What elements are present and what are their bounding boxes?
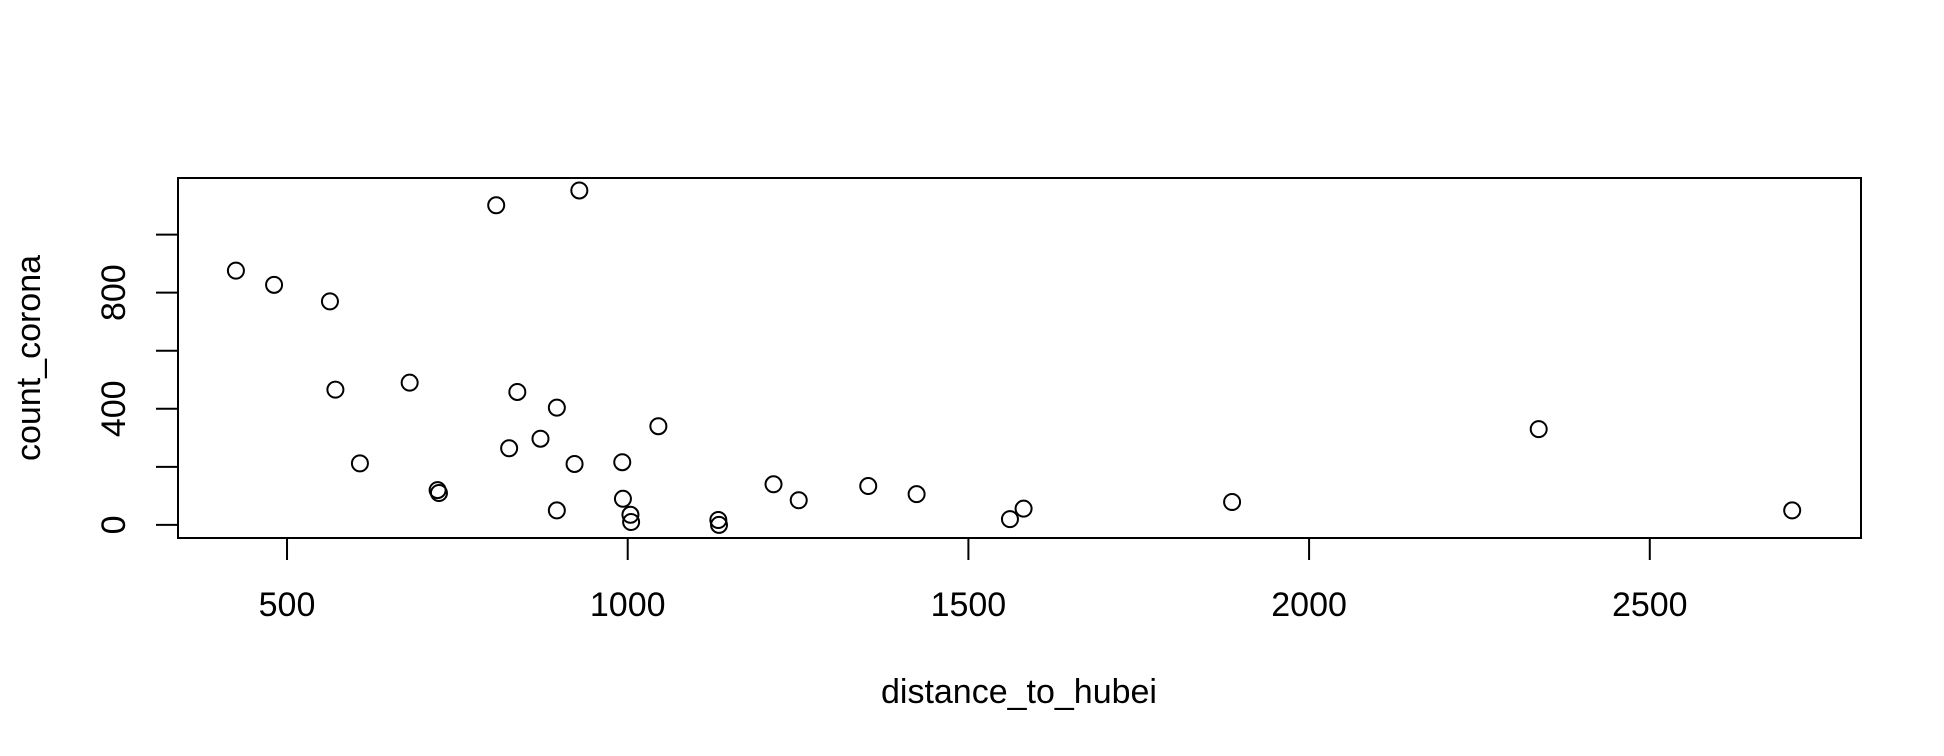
y-axis: 0 400 800 (95, 233, 179, 534)
data-point (570, 181, 589, 200)
x-axis: 500 1000 1500 2000 2500 (259, 537, 1688, 624)
plot-frame (177, 177, 1862, 539)
data-points (226, 181, 1802, 534)
data-point (350, 454, 369, 473)
data-point (859, 477, 878, 496)
y-tick-label: 0 (95, 515, 133, 534)
x-tick-label: 1000 (590, 586, 666, 624)
x-tick-label: 500 (259, 586, 316, 624)
data-point (649, 417, 668, 436)
data-point (621, 505, 640, 524)
data-point (265, 275, 284, 294)
data-point (531, 429, 550, 448)
x-tick-label: 2500 (1612, 586, 1688, 624)
data-point (613, 489, 632, 508)
data-point (1529, 420, 1548, 439)
x-tick-label: 2000 (1271, 586, 1347, 624)
data-point (789, 491, 808, 510)
y-axis-label: count_corona (10, 255, 48, 461)
data-point (429, 484, 448, 502)
x-axis-label: distance_to_hubei (881, 673, 1157, 711)
data-point (400, 373, 419, 392)
data-point (764, 475, 783, 494)
data-point (622, 513, 641, 532)
data-point (500, 439, 519, 458)
y-tick-label: 400 (95, 380, 133, 437)
data-point (1000, 510, 1019, 529)
data-point (326, 380, 345, 399)
data-point (1223, 493, 1242, 511)
data-point (907, 485, 926, 504)
data-point (547, 398, 566, 417)
data-point (1783, 501, 1802, 520)
data-point (613, 453, 632, 472)
data-point (320, 292, 339, 311)
data-point (226, 261, 245, 280)
y-tick-label: 800 (95, 264, 133, 321)
data-point (487, 196, 506, 215)
data-point (547, 501, 566, 520)
data-point (508, 382, 527, 401)
x-tick-label: 1500 (931, 586, 1007, 624)
data-point (1014, 499, 1033, 518)
data-point (565, 454, 584, 473)
data-point (710, 515, 729, 534)
